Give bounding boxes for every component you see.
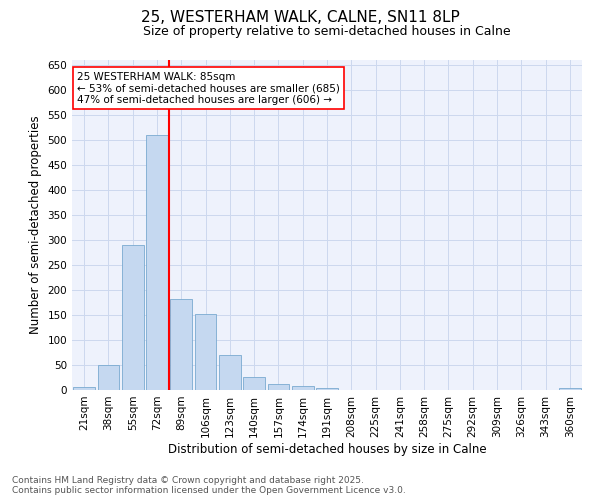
- Text: Contains HM Land Registry data © Crown copyright and database right 2025.
Contai: Contains HM Land Registry data © Crown c…: [12, 476, 406, 495]
- X-axis label: Distribution of semi-detached houses by size in Calne: Distribution of semi-detached houses by …: [167, 442, 487, 456]
- Bar: [243, 376, 265, 390]
- Text: 25 WESTERHAM WALK: 85sqm
← 53% of semi-detached houses are smaller (685)
47% of : 25 WESTERHAM WALK: 85sqm ← 53% of semi-d…: [77, 72, 340, 105]
- Y-axis label: Number of semi-detached properties: Number of semi-detached properties: [29, 116, 42, 334]
- Bar: [73, 386, 95, 390]
- Bar: [122, 245, 143, 390]
- Bar: [316, 388, 338, 390]
- Bar: [170, 298, 192, 390]
- Bar: [194, 314, 217, 390]
- Bar: [97, 365, 119, 390]
- Bar: [559, 388, 581, 390]
- Text: 25, WESTERHAM WALK, CALNE, SN11 8LP: 25, WESTERHAM WALK, CALNE, SN11 8LP: [140, 10, 460, 25]
- Bar: [146, 135, 168, 390]
- Bar: [268, 384, 289, 390]
- Bar: [219, 355, 241, 390]
- Bar: [292, 386, 314, 390]
- Title: Size of property relative to semi-detached houses in Calne: Size of property relative to semi-detach…: [143, 25, 511, 38]
